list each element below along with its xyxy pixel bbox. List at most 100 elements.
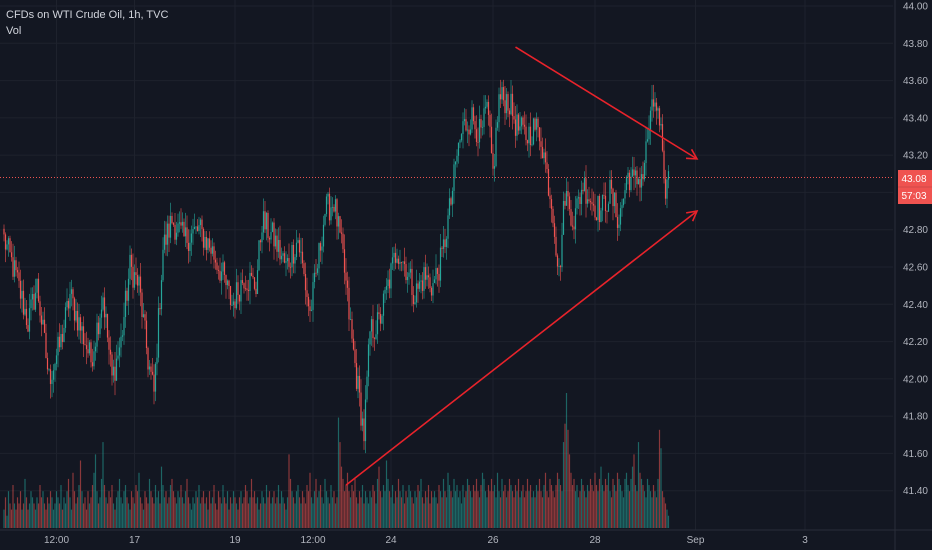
volume-bar	[199, 503, 202, 528]
volume-bar	[192, 497, 194, 528]
candle-body	[618, 224, 620, 228]
volume-indicator-label[interactable]: Vol	[6, 25, 22, 37]
volume-bar	[109, 497, 112, 528]
volume-bar	[588, 491, 590, 528]
candle-body	[591, 202, 593, 205]
candle-body	[534, 118, 536, 130]
volume-bar	[421, 497, 424, 528]
volume-bar	[130, 491, 133, 528]
candle-body	[96, 322, 98, 347]
candle-body	[363, 418, 365, 442]
volume-bar	[628, 491, 631, 528]
volume-bar	[483, 478, 485, 528]
volume-bar	[21, 509, 23, 528]
candle-body	[544, 152, 547, 163]
symbol-title[interactable]: CFDs on WTI Crude Oil, 1h, TVC	[6, 9, 169, 21]
volume-bar	[402, 485, 404, 528]
price-axis[interactable]: 44.0043.8043.6043.4043.2043.0042.8042.60…	[894, 0, 928, 550]
x-tick-label: 26	[487, 535, 499, 546]
volume-bar	[225, 503, 227, 528]
volume-bar	[481, 472, 484, 528]
time-axis[interactable]: 12:00 17 19 12:00 24 26 28 Sep 3	[0, 529, 932, 546]
volume-bar	[382, 485, 385, 528]
volume-bar	[369, 491, 371, 528]
volume-bar	[213, 485, 215, 528]
candle-body	[276, 235, 278, 252]
trendline[interactable]	[515, 46, 698, 160]
candle-body	[120, 336, 122, 348]
candle-body	[243, 283, 245, 289]
trendline-annotations[interactable]	[345, 46, 699, 486]
volume-bar	[637, 442, 640, 528]
volume-bar	[208, 491, 211, 528]
candle-body	[202, 228, 205, 248]
volume-bar	[504, 485, 506, 528]
candle-body	[57, 336, 59, 356]
volume-bar	[250, 478, 253, 528]
candle-body	[559, 266, 562, 268]
volume-bar	[478, 497, 481, 528]
candle-body	[579, 197, 581, 204]
y-tick-label: 42.20	[903, 337, 928, 348]
candle-body	[289, 266, 292, 268]
candle-body	[217, 269, 220, 271]
candle-body	[436, 268, 439, 274]
candle-body	[178, 222, 181, 224]
candle-body	[382, 293, 385, 316]
volume-bar	[232, 491, 235, 528]
candle-body	[469, 129, 472, 135]
volume-bar	[321, 497, 323, 528]
volume-bar	[52, 509, 55, 528]
candle-body	[55, 355, 58, 364]
candle-body	[127, 278, 130, 301]
candle-body	[274, 235, 277, 247]
candle-body	[309, 306, 311, 311]
current-price-label: 43.08	[901, 174, 926, 185]
candle-body	[231, 304, 233, 306]
candle-body	[31, 294, 34, 300]
volume-bar	[544, 472, 547, 528]
candle-body	[577, 197, 580, 199]
volume-bar	[522, 485, 524, 528]
volume-bar	[663, 497, 665, 528]
volume-bar	[34, 509, 37, 528]
volume-bar	[658, 429, 661, 528]
volume-bar	[361, 485, 364, 528]
volume-bar	[423, 503, 425, 528]
candle-body	[565, 190, 568, 206]
candle-body	[262, 211, 265, 233]
volume-bar	[496, 472, 499, 528]
candle-body	[411, 268, 413, 295]
candle-body	[331, 206, 334, 208]
volume-bar	[202, 491, 205, 528]
candle-body	[244, 288, 247, 290]
volume-bar	[514, 485, 517, 528]
candle-body	[582, 189, 584, 192]
x-tick-label: 12:00	[44, 535, 69, 546]
volume-bar	[594, 472, 596, 528]
candle-body	[115, 358, 118, 381]
volume-bar	[304, 503, 307, 528]
volume-bar	[90, 497, 92, 528]
candle-body	[517, 114, 520, 131]
candle-body	[157, 308, 160, 358]
volume-bar	[132, 497, 134, 528]
candle-body	[429, 277, 431, 288]
volume-bar	[253, 491, 256, 528]
volume-bar	[532, 491, 535, 528]
candle-body	[195, 226, 197, 228]
volume-bar	[459, 491, 461, 528]
volume-bar	[343, 491, 346, 528]
volume-bar	[345, 485, 347, 528]
volume-bar	[93, 472, 95, 528]
volume-bar	[175, 503, 178, 528]
volume-bar	[639, 472, 641, 528]
volume-bar	[166, 503, 169, 528]
chart-legend: CFDs on WTI Crude Oil, 1h, TVC Vol	[6, 8, 168, 40]
trendline[interactable]	[345, 210, 698, 486]
volume-bar	[508, 478, 511, 528]
candle-body	[216, 262, 218, 270]
candle-body	[192, 229, 194, 234]
candle-body	[207, 238, 209, 250]
